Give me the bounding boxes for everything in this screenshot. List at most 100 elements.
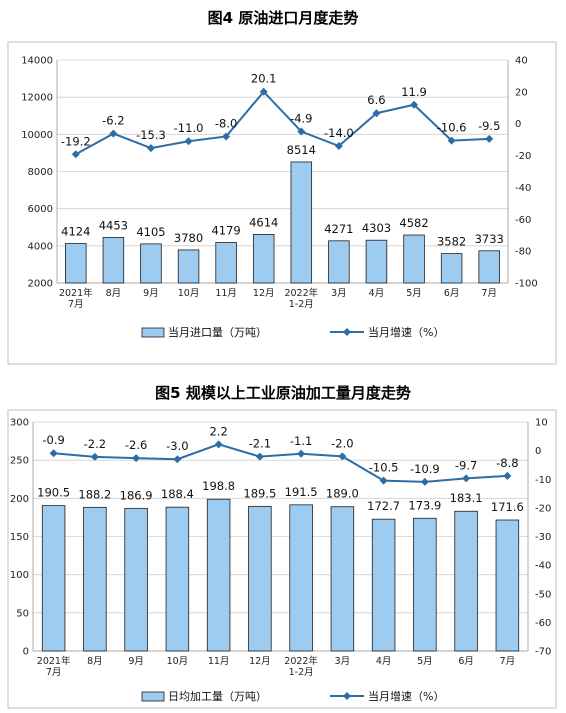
chart5-category-label: 7月 (500, 656, 516, 667)
chart4-ytick-left: 8000 (28, 167, 53, 178)
chart5-series-line (53, 443, 508, 483)
chart5-bar (413, 517, 437, 652)
chart4-bar-label: 3780 (174, 231, 203, 245)
chart4-frame (7, 41, 557, 365)
chart5-bar (289, 504, 313, 652)
chart4-bar-label: 3733 (475, 232, 504, 246)
chart5-bar-label: 189.5 (243, 486, 276, 500)
chart4-category-label: 7月 (68, 299, 84, 310)
chart5-line-point (462, 474, 471, 483)
chart5-category-label: 8月 (87, 656, 103, 667)
chart4-ytick-right: -80 (515, 247, 531, 258)
chart4-category-label: 7月 (481, 288, 497, 299)
chart5-bar-label: 173.9 (408, 498, 441, 512)
chart5-ytick-right: -10 (535, 475, 551, 486)
chart5-category-label: 2021年 (37, 655, 71, 667)
chart4-line-point (334, 142, 343, 151)
chart5-ytick-right: 0 (535, 446, 541, 457)
chart4-bar (215, 242, 237, 284)
chart5-category-label: 10月 (167, 656, 189, 667)
chart4: 图4 原油进口月度走势 2000 4000 6000 8000 10000 12000 140… (7, 9, 557, 365)
chart4-line-label: 11.9 (401, 85, 427, 99)
chart5-ytick-right: -30 (535, 532, 551, 543)
chart4-bar (140, 243, 162, 284)
chart4-line-point (410, 100, 419, 109)
chart5-line-point (503, 471, 512, 480)
chart4-bar (252, 234, 275, 284)
chart5-bar-label: 189.0 (326, 487, 359, 501)
chart5-line-label: -1.1 (290, 434, 312, 448)
chart4-bar-label: 4303 (362, 221, 391, 235)
chart5-bar (330, 506, 355, 652)
chart5-bar-label: 188.4 (161, 487, 194, 501)
chart5-bar-label: 198.8 (202, 479, 235, 493)
chart5-line-label: -8.8 (496, 456, 518, 470)
chart5-category-label: 3月 (335, 656, 351, 667)
chart5-line-label: -2.1 (249, 437, 271, 451)
chart4-bar (403, 234, 425, 284)
chart4-line-label: -8.0 (215, 116, 237, 130)
chart4-bar (177, 249, 200, 284)
chart4-line-label: 20.1 (251, 72, 277, 86)
chart5-line-point (255, 452, 264, 461)
chart5-line-point (338, 452, 347, 461)
chart5-line-point (132, 454, 141, 463)
chart5-ytick-left: 0 (23, 647, 29, 658)
chart4-ytick-left: 10000 (21, 130, 53, 141)
chart4-legend-line-marker (343, 328, 351, 336)
chart5-line-point (90, 452, 99, 461)
chart4-category-label: 1-2月 (289, 299, 314, 310)
chart5-bar-label: 190.5 (37, 486, 70, 500)
chart5-line-label: -9.7 (455, 458, 477, 472)
chart4-category-label: 5月 (406, 288, 422, 299)
chart5-bar (165, 506, 190, 652)
chart4-line-label: -9.5 (478, 119, 500, 133)
chart5-line-label: -2.0 (331, 436, 353, 450)
chart4-line-label: -19.2 (61, 134, 91, 148)
chart4-bar (440, 253, 463, 284)
chart5-bar (495, 519, 520, 652)
chart4-ytick-right: -20 (515, 151, 531, 162)
chart5-category-label: 5月 (417, 656, 433, 667)
chart4-category-label: 8月 (106, 288, 122, 299)
chart4-bar-label: 4124 (61, 225, 90, 239)
chart4-category-label: 9月 (143, 288, 159, 299)
chart5-ytick-left: 150 (10, 532, 29, 543)
chart5-legend-bar-label: 日均加工量（万吨） (168, 690, 267, 703)
chart4-ytick-right: 20 (515, 87, 528, 98)
chart4-legend-bar-label: 当月进口量（万吨） (168, 325, 267, 339)
chart4-line-point (372, 109, 381, 118)
chart4-line-point (485, 134, 494, 143)
chart5-category-label: 12月 (249, 656, 271, 667)
chart5-line-point (297, 449, 306, 458)
chart5: 图5 规模以上工业原油加工量月度走势050100150200250300-70-… (7, 384, 557, 709)
chart5-bar (248, 505, 272, 652)
chart4-line-label: -10.6 (437, 121, 467, 135)
chart4-bar (478, 250, 500, 284)
chart5-category-label: 1-2月 (289, 667, 314, 678)
chart5-line-point (49, 449, 58, 458)
chart5-line-point (420, 477, 429, 486)
chart4-bar-label: 4105 (136, 225, 165, 239)
chart5-title: 图5 规模以上工业原油加工量月度走势 (155, 384, 411, 402)
chart4-line-point (146, 144, 155, 153)
chart5-category-label: 11月 (208, 656, 230, 667)
chart4-title: 图4 原油进口月度走势 (208, 9, 359, 27)
chart4-line-point (259, 87, 268, 96)
chart4-bar-label: 4582 (399, 216, 428, 230)
chart5-ytick-right: -20 (535, 503, 551, 514)
chart4-line-point (447, 136, 456, 145)
chart4-ytick-right: -60 (515, 215, 531, 226)
chart5-line-label: -3.0 (166, 439, 188, 453)
chart4-category-label: 4月 (369, 288, 385, 299)
chart4-ytick-right: 0 (515, 119, 521, 130)
chart4-bar (102, 237, 125, 284)
chart4-category-label: 2021年 (59, 287, 93, 299)
chart5-bar-label: 191.5 (285, 485, 318, 499)
chart5-category-label: 4月 (376, 656, 392, 667)
chart4-ytick-left: 2000 (28, 279, 53, 290)
chart4-bar (328, 240, 350, 284)
chart5-bar-label: 188.2 (78, 487, 111, 501)
chart5-ytick-left: 200 (10, 494, 29, 505)
chart5-bar (83, 506, 107, 652)
